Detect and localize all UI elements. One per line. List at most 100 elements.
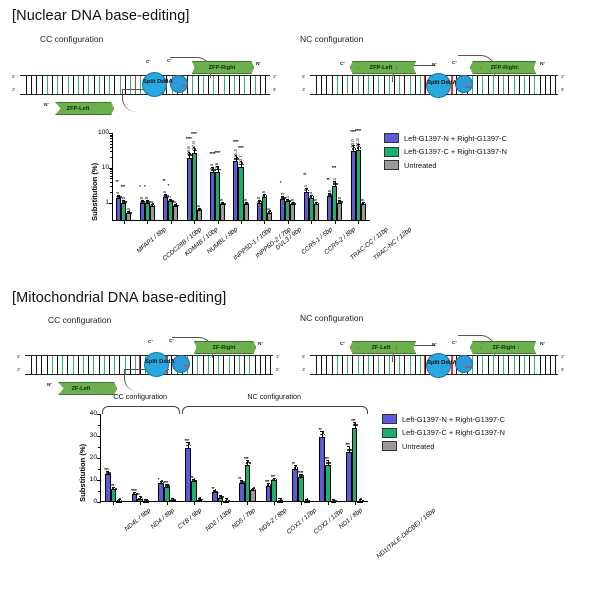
bar <box>319 436 325 502</box>
error-bar-cap <box>320 430 324 432</box>
legend-item[interactable]: Left-G1397-N + Right-G1397-C <box>384 133 507 143</box>
bar <box>360 204 366 221</box>
error-bar <box>241 160 242 167</box>
bar <box>191 152 197 221</box>
error-bar <box>287 198 289 202</box>
data-point <box>275 479 278 481</box>
data-point <box>176 204 179 207</box>
bar <box>265 485 272 502</box>
y-tick-label: 1 <box>105 198 109 206</box>
error-bar-cap <box>347 446 351 448</box>
bar <box>168 201 174 221</box>
bar <box>158 483 165 502</box>
y-tick-label: 10 <box>89 476 97 483</box>
zf-left-seg-b <box>396 341 416 354</box>
legend-item[interactable]: Untreated <box>382 441 505 451</box>
x-tick-mark <box>287 221 289 224</box>
significance-marker: **** <box>209 150 216 156</box>
error-bar <box>188 441 189 448</box>
legend-item[interactable]: Untreated <box>384 160 507 170</box>
x-axis-label: ND5 / 7bp <box>230 507 257 531</box>
cc-config-label-mito: CC configuration <box>48 315 112 325</box>
data-point <box>266 484 269 486</box>
data-point <box>293 467 296 469</box>
error-bar <box>348 446 350 453</box>
bar <box>327 195 333 221</box>
x-tick-mark <box>241 221 242 224</box>
data-point <box>262 195 265 197</box>
ddda-subscript: tox <box>466 365 472 369</box>
three-prime-right: 3' <box>561 74 565 79</box>
x-tick-mark <box>274 502 276 505</box>
data-point <box>144 499 146 502</box>
error-bar <box>199 207 200 211</box>
data-point <box>311 194 313 197</box>
error-bar <box>222 201 224 205</box>
data-point <box>286 199 289 202</box>
significance-marker: *** <box>351 417 356 423</box>
y-minor-tick <box>109 173 113 175</box>
bar <box>303 501 310 504</box>
bar <box>215 172 221 221</box>
error-bar-cap <box>333 181 337 183</box>
data-point <box>217 167 220 170</box>
c-term-left: C' <box>340 62 345 67</box>
n-term-mid: N' <box>432 343 437 348</box>
legend-item[interactable]: Left-G1397-C + Right-G1397-N <box>382 427 505 438</box>
data-point <box>237 158 239 160</box>
data-point <box>143 201 146 204</box>
bar-value-label: 1.4 <box>115 191 121 198</box>
x-tick-mark <box>167 502 168 505</box>
error-bar <box>145 498 147 502</box>
data-point <box>125 201 127 204</box>
c-term-left: C' <box>148 340 153 345</box>
data-point <box>150 204 153 207</box>
data-point <box>161 480 163 482</box>
x-axis-label: CYB / 9bp <box>176 507 204 531</box>
y-tick-mark <box>108 167 113 169</box>
data-point <box>141 497 144 500</box>
legend-item[interactable]: Left-G1397-C + Right-G1397-N <box>384 146 507 157</box>
error-bar <box>353 145 355 152</box>
data-point <box>267 211 270 214</box>
data-point <box>245 462 248 465</box>
three-prime-left: 3' <box>302 367 306 372</box>
data-point <box>135 492 138 495</box>
data-point <box>145 498 148 501</box>
data-point <box>192 149 195 152</box>
data-point <box>299 475 301 477</box>
data-point <box>287 198 290 201</box>
error-bar-cap <box>239 160 243 162</box>
x-tick-mark <box>147 221 149 224</box>
bar <box>110 489 117 502</box>
bar <box>126 213 132 221</box>
data-point <box>302 475 305 477</box>
ddda-half-left <box>426 353 451 378</box>
bar <box>169 500 176 503</box>
bar <box>137 498 144 502</box>
group-label: NC configuration <box>247 392 301 401</box>
legend-item[interactable]: Left-G1397-N + Right-G1397-C <box>382 414 505 424</box>
data-point <box>119 196 122 198</box>
x-axis-label: MFAP1 / 8bp <box>135 226 168 255</box>
data-point <box>312 196 315 198</box>
data-point <box>335 499 337 502</box>
bar <box>355 150 361 221</box>
data-point <box>247 202 250 205</box>
c-term-left: C' <box>146 60 151 65</box>
data-point <box>118 194 121 197</box>
bar-value-label: 0.9 <box>242 198 248 205</box>
five-prime-left: 5' <box>302 354 306 359</box>
significance-marker: **** <box>190 130 197 136</box>
data-point <box>190 154 193 156</box>
error-bar <box>363 201 365 205</box>
data-point <box>294 202 296 205</box>
bar-value-label: 1.3 <box>279 192 285 200</box>
error-bar <box>212 166 214 173</box>
c-term-right: C' <box>169 339 174 344</box>
bar <box>337 202 343 221</box>
bar-value-label: 0.8 <box>172 200 178 207</box>
y-minor-tick <box>109 140 113 142</box>
data-point <box>195 479 197 482</box>
error-bar-cap <box>234 155 238 157</box>
